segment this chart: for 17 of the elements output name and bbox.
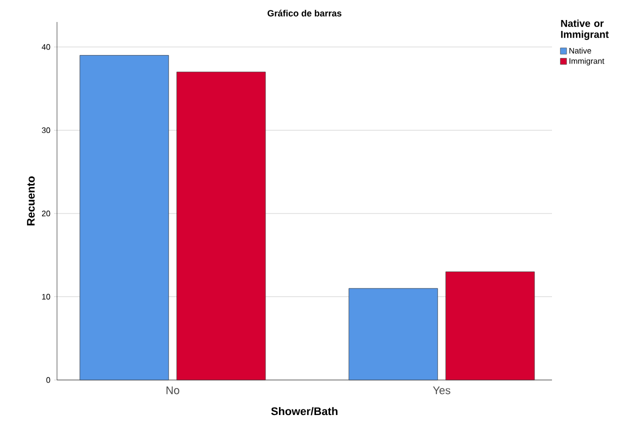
legend-label: Native — [569, 48, 592, 54]
bar — [80, 55, 169, 380]
bar — [348, 288, 438, 380]
y-axis-title: Recuento — [27, 176, 35, 226]
y-tick-label: 0 — [46, 377, 50, 383]
x-tick-label: No — [166, 386, 180, 394]
x-axis-title: Shower/Bath — [271, 407, 338, 416]
bar — [176, 72, 266, 380]
chart-title: Gráfico de barras — [268, 10, 342, 16]
y-tick-label: 40 — [42, 44, 50, 50]
legend-title: Native or Immigrant — [561, 20, 609, 40]
x-tick-label: Yes — [432, 386, 450, 394]
y-tick-label: 10 — [42, 294, 50, 300]
bar — [446, 272, 535, 380]
y-tick-label: 20 — [42, 210, 50, 216]
y-tick-label: 30 — [42, 127, 50, 134]
legend-label: Immigrant — [570, 58, 604, 66]
